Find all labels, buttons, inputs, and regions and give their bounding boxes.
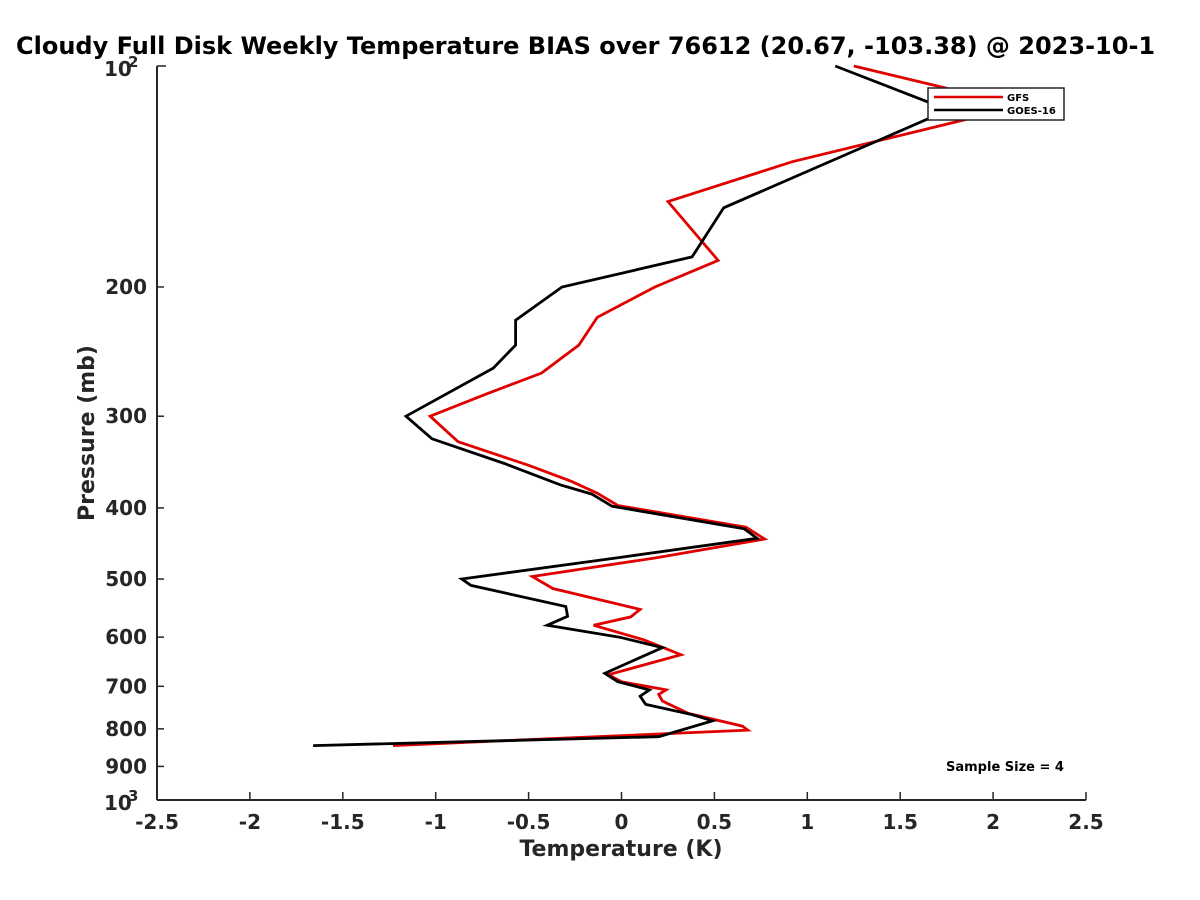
chart-title: Cloudy Full Disk Weekly Temperature BIAS… bbox=[16, 32, 1155, 60]
x-tick-label: 0.5 bbox=[697, 810, 732, 834]
y-tick-label: 400 bbox=[105, 496, 147, 520]
y-tick-label: 900 bbox=[105, 754, 147, 778]
x-tick-label: 1.5 bbox=[882, 810, 917, 834]
legend: GFS GOES-16 bbox=[927, 87, 1065, 121]
y-tick-label: 500 bbox=[105, 567, 147, 591]
legend-box bbox=[927, 87, 1065, 121]
y-axis-label: Pressure (mb) bbox=[75, 345, 100, 521]
x-tick-label: -2.5 bbox=[135, 810, 179, 834]
legend-label-gfs: GFS bbox=[1007, 93, 1029, 104]
x-tick-label: 1 bbox=[800, 810, 814, 834]
y-tick-top-base: 10 bbox=[104, 57, 132, 81]
x-tick-label: -1 bbox=[425, 810, 447, 834]
x-tick-label: 2 bbox=[986, 810, 1000, 834]
x-axis-label: Temperature (K) bbox=[519, 837, 722, 862]
legend-label-goes16: GOES-16 bbox=[1007, 106, 1056, 117]
y-tick-top-exp: 2 bbox=[128, 53, 138, 71]
y-tick-label: 700 bbox=[105, 674, 147, 698]
x-tick-label: 0 bbox=[615, 810, 629, 834]
x-tick-label: 2.5 bbox=[1068, 810, 1103, 834]
y-tick-bottom-base: 10 bbox=[104, 791, 132, 815]
y-tick-bottom-exp: 3 bbox=[128, 787, 138, 805]
y-tick-label: 300 bbox=[105, 404, 147, 428]
series-line-goes16 bbox=[313, 64, 946, 747]
y-tick-label: 800 bbox=[105, 717, 147, 741]
sample-size-annotation: Sample Size = 4 bbox=[946, 760, 1064, 775]
series-line-gfs bbox=[392, 64, 1007, 747]
y-tick-bottom: 10 3 bbox=[104, 787, 138, 815]
x-tick-label: -0.5 bbox=[507, 810, 551, 834]
x-tick-label: -1.5 bbox=[321, 810, 365, 834]
y-tick-top: 10 2 bbox=[104, 53, 138, 81]
y-tick-label: 600 bbox=[105, 625, 147, 649]
y-tick-label: 200 bbox=[105, 275, 147, 299]
x-tick-label: -2 bbox=[239, 810, 261, 834]
